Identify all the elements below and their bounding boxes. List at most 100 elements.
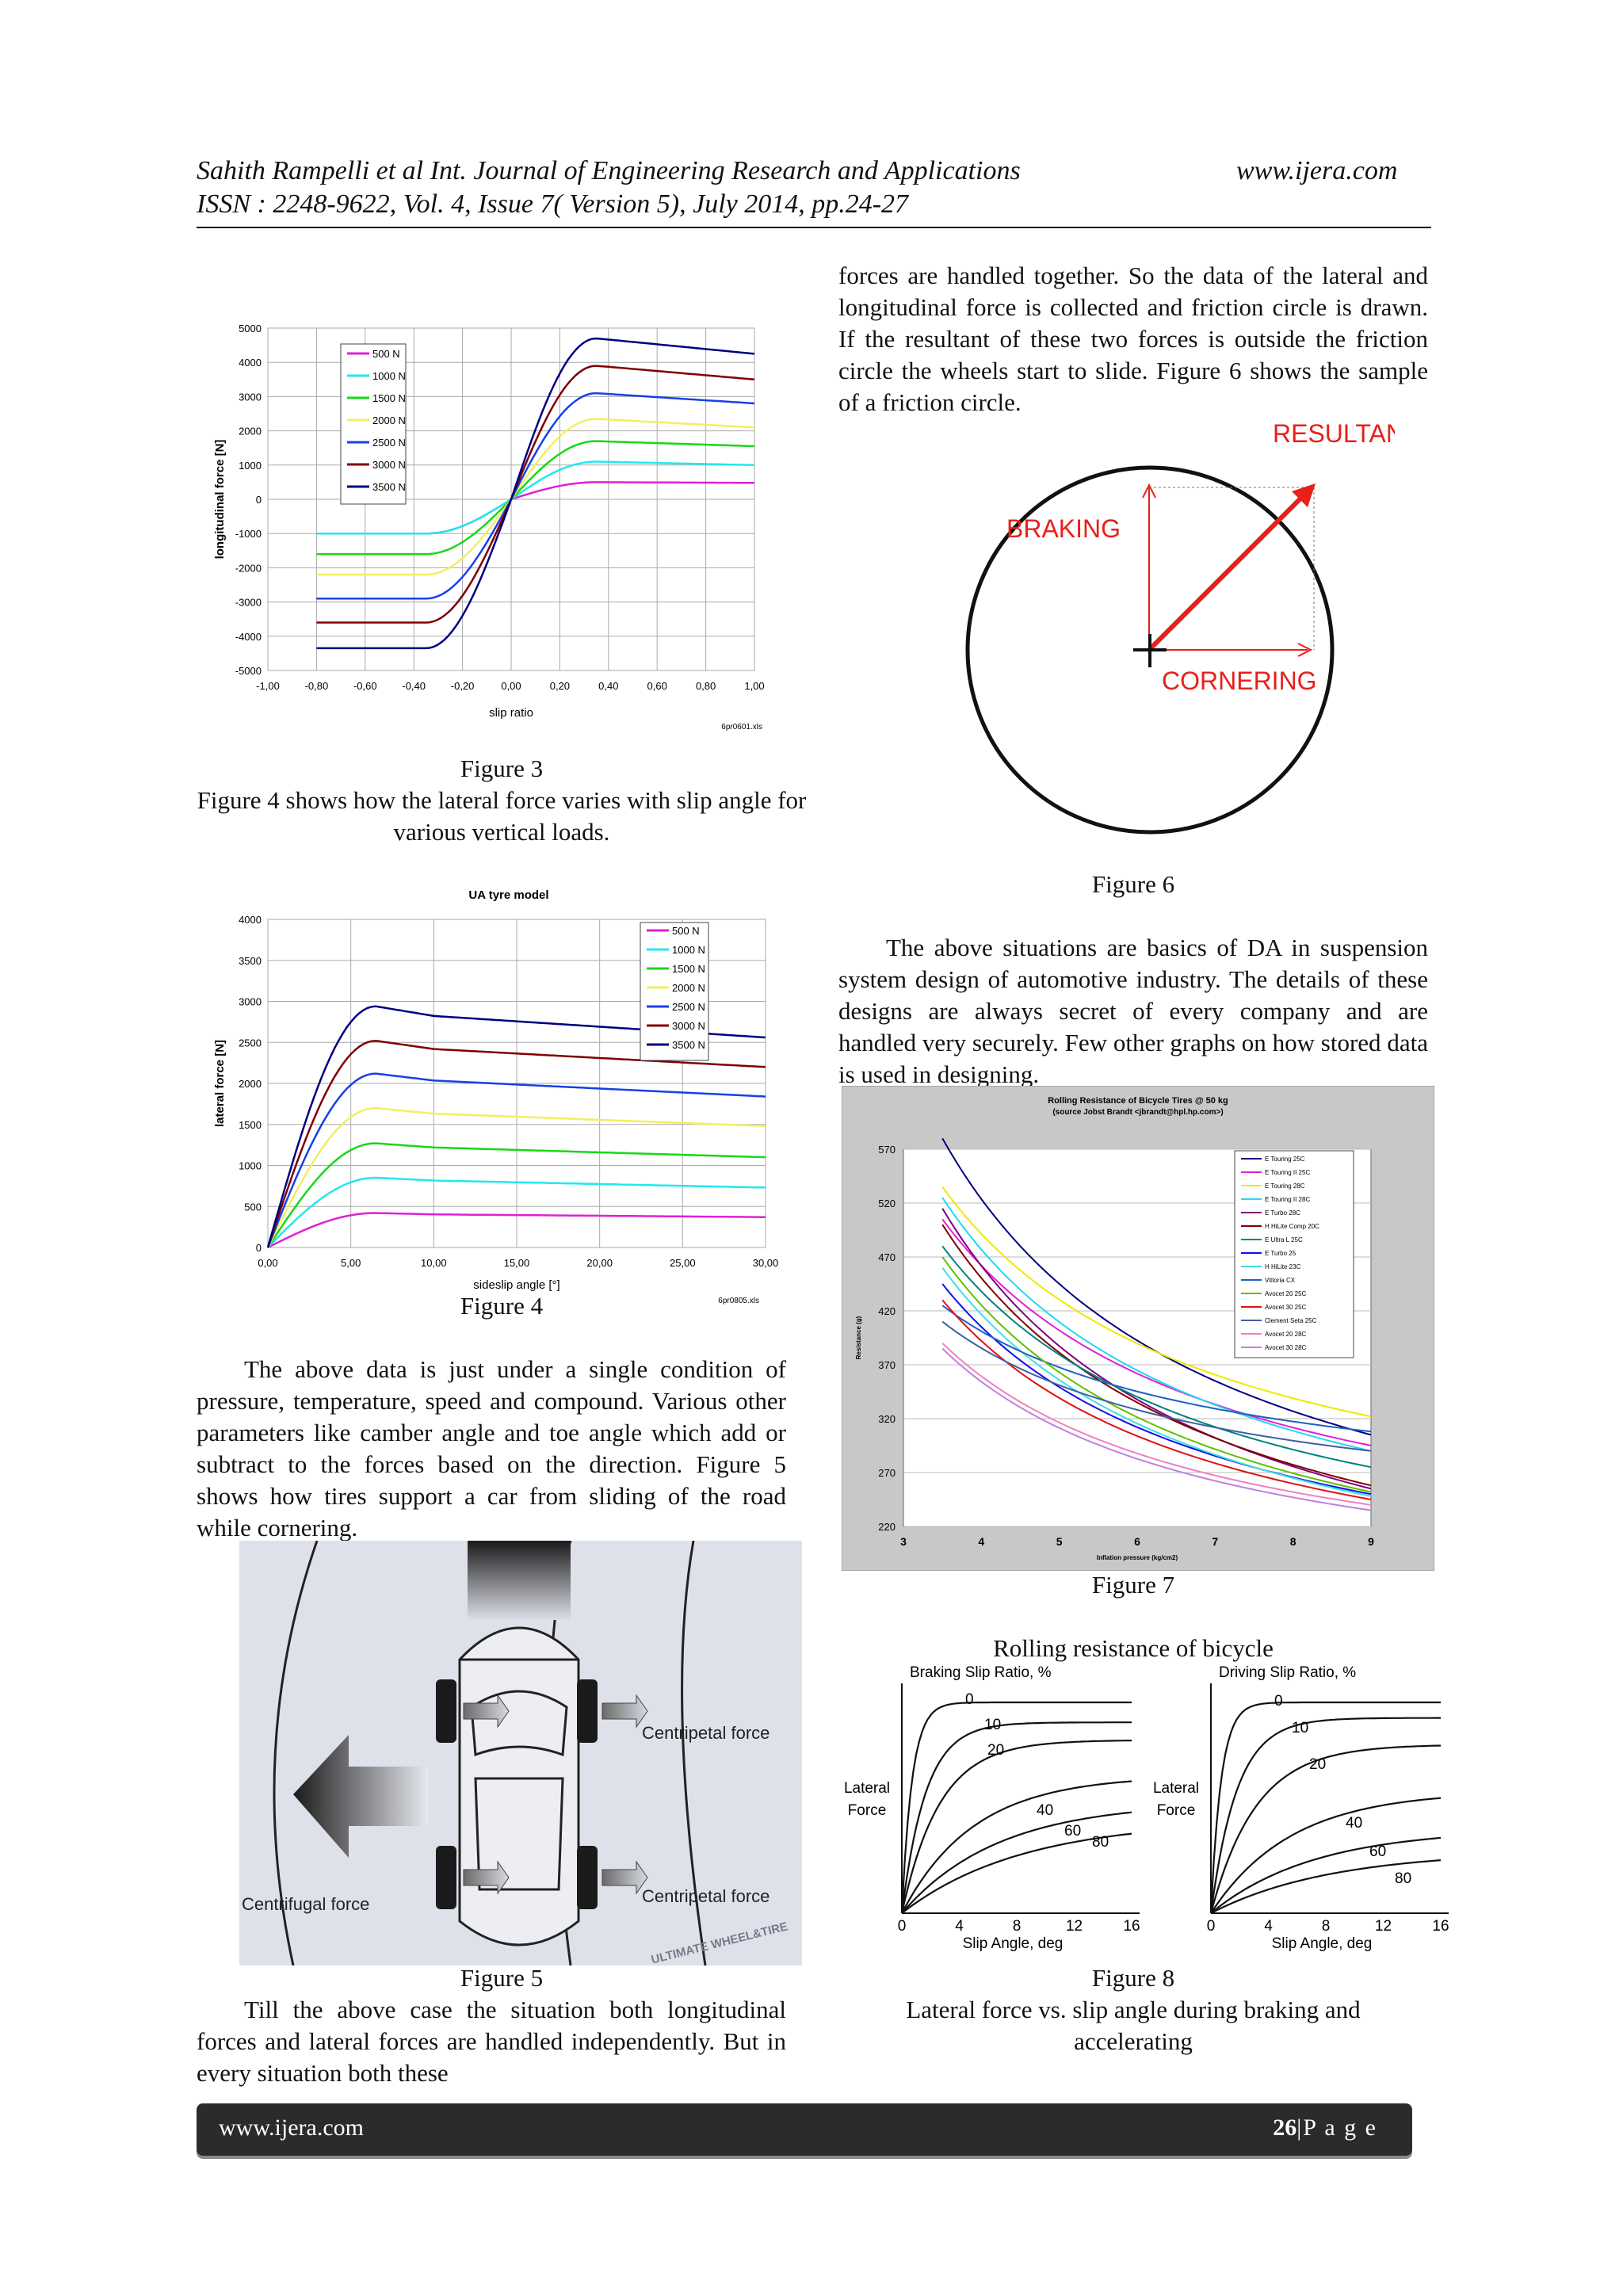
figure6-friction-circle: RESULTANT BRAKING CORNERING: [965, 419, 1395, 835]
car-outline: [458, 1626, 580, 1946]
f7-series-line: [941, 1224, 1372, 1487]
paragraph-conditions: The above data is just under a single co…: [197, 1354, 786, 1544]
f8-xtick: 4: [955, 1918, 964, 1935]
f8-curve: [900, 1739, 1132, 1914]
f4-legend-label: 500 N: [672, 925, 700, 937]
f7-ytick: 570: [878, 1144, 896, 1156]
f7-title: Rolling Resistance of Bicycle Tires @ 50…: [1048, 1096, 1228, 1106]
f3-xtick: -0,60: [353, 680, 377, 692]
wheel-icons: [436, 1679, 598, 1909]
f7-series-line: [941, 1299, 1372, 1500]
f8-curve-label: 60: [1064, 1823, 1081, 1839]
f4-ylabel: lateral force [N]: [213, 1040, 227, 1127]
footer-page-number: 26|P a g e: [1273, 2115, 1377, 2141]
f4-ytick: 1500: [239, 1119, 262, 1131]
f3-series-line: [316, 365, 755, 624]
f4-legend-label: 1000 N: [672, 944, 705, 956]
f7-series-line: [941, 1186, 1372, 1418]
f7-ylabel: Resistance (g): [855, 1316, 862, 1359]
f8-xtick: 4: [1264, 1918, 1273, 1935]
f8-curve: [901, 1832, 1132, 1914]
f7-legend-label: E Turbo 28C: [1265, 1209, 1300, 1217]
f8-curve-label: 40: [1037, 1802, 1053, 1819]
f8-curve: [900, 1721, 1132, 1914]
f8-curve: [1209, 1717, 1441, 1914]
f4-legend-label: 2000 N: [672, 982, 705, 994]
f7-legend-label: H HiLite Comp 20C: [1265, 1223, 1319, 1230]
paragraph-friction-circle-text: forces are handled together. So the data…: [838, 262, 1428, 416]
f3-xtick: 1,00: [744, 680, 764, 692]
f3-ytick: 5000: [239, 323, 262, 334]
f3-legend-label: 2000 N: [372, 415, 406, 426]
f4-xtick: 5,00: [341, 1257, 361, 1269]
f4-ytick: 4000: [239, 914, 262, 926]
f7-xtick: 7: [1212, 1535, 1218, 1548]
f7-legend-label: Avocet 20 25C: [1265, 1290, 1307, 1297]
figure8-description: Lateral force vs. slip angle during brak…: [906, 1996, 1361, 2055]
f8-curve: [900, 1701, 1132, 1914]
f3-legend-label: 3500 N: [372, 481, 406, 493]
f8-xtick: 8: [1013, 1918, 1022, 1935]
f4-note: 6pr0805.xls: [718, 1297, 759, 1305]
f7-series-line: [941, 1347, 1372, 1511]
running-header-authors: Sahith Rampelli et al Int. Journal of En…: [197, 156, 1021, 185]
f7-ytick: 370: [878, 1359, 896, 1371]
f4-legend-label: 3000 N: [672, 1020, 705, 1032]
f7-legend-label: E Touring 25C: [1265, 1156, 1305, 1163]
f4-series-line: [266, 1106, 766, 1248]
f4-ytick: 500: [244, 1201, 262, 1213]
f3-xtick: 0,00: [501, 680, 521, 692]
f7-xtick: 3: [900, 1535, 907, 1548]
f4-ytick: 3500: [239, 955, 262, 967]
f4-series-line: [266, 1072, 766, 1248]
f8-ylabel-line2: Force: [848, 1802, 887, 1819]
f8-xtick: 0: [898, 1918, 907, 1935]
f3-series-line: [316, 392, 755, 600]
f7-legend-label: Vittoria CX: [1265, 1277, 1296, 1284]
resultant-vector: [1148, 492, 1307, 651]
f7-legend-label: E Touring II 28C: [1265, 1196, 1310, 1203]
f8-curve-label: 20: [987, 1742, 1004, 1759]
f7-legend-label: Clement Seta 25C: [1265, 1317, 1317, 1324]
f3-series-line: [316, 337, 755, 650]
f7-ytick: 420: [878, 1305, 896, 1317]
f8-curve: [901, 1780, 1132, 1914]
f4-legend-label: 3500 N: [672, 1039, 705, 1051]
f8-panel-title: Driving Slip Ratio, %: [1219, 1664, 1356, 1681]
f7-series-line: [941, 1343, 1372, 1506]
f7-legend-label: E Ultra L 25C: [1265, 1236, 1303, 1244]
f8-curve-label: 20: [1309, 1756, 1326, 1773]
f8-xtick: 16: [1123, 1918, 1140, 1935]
f3-xtick: -0,80: [305, 680, 329, 692]
figure4-caption: Figure 4: [460, 1292, 544, 1320]
figure8-caption: Figure 8: [1091, 1964, 1175, 1992]
f7-series-line: [941, 1208, 1372, 1490]
braking-label: BRAKING: [1006, 514, 1121, 543]
f7-legend-label: Avocet 20 28C: [1265, 1331, 1307, 1338]
f7-ytick: 270: [878, 1467, 896, 1479]
figure7-caption: Figure 7: [1091, 1571, 1175, 1599]
figure8-title: Rolling resistance of bicycle: [993, 1634, 1274, 1662]
f3-ytick: 3000: [239, 391, 262, 403]
f4-series-line: [267, 1176, 766, 1248]
f8-ylabel-line1: Lateral: [1153, 1780, 1199, 1797]
f3-ytick: -1000: [235, 528, 262, 540]
f3-legend-label: 2500 N: [372, 437, 406, 449]
f3-ytick: 0: [256, 494, 262, 506]
f8-ylabel-line2: Force: [1157, 1802, 1196, 1819]
f3-ytick: 4000: [239, 357, 262, 369]
f8-xtick: 0: [1207, 1918, 1216, 1935]
f3-ytick: 2000: [239, 426, 262, 437]
figure5-caption: Figure 5: [460, 1964, 544, 1992]
f8-curve: [1210, 1859, 1442, 1914]
f8-xtick: 12: [1066, 1918, 1083, 1935]
friction-circle: [965, 465, 1335, 835]
f8-curve-label: 80: [1092, 1834, 1109, 1851]
f3-series-line: [316, 418, 755, 576]
f4-ytick: 1000: [239, 1160, 262, 1172]
f4-legend-label: 2500 N: [672, 1001, 705, 1013]
centrifugal-arrow-icon: [293, 1735, 428, 1858]
f3-ylabel: longitudinal force [N]: [213, 440, 227, 560]
header-rule: [197, 227, 1431, 228]
f4-xtick: 0,00: [258, 1257, 277, 1269]
